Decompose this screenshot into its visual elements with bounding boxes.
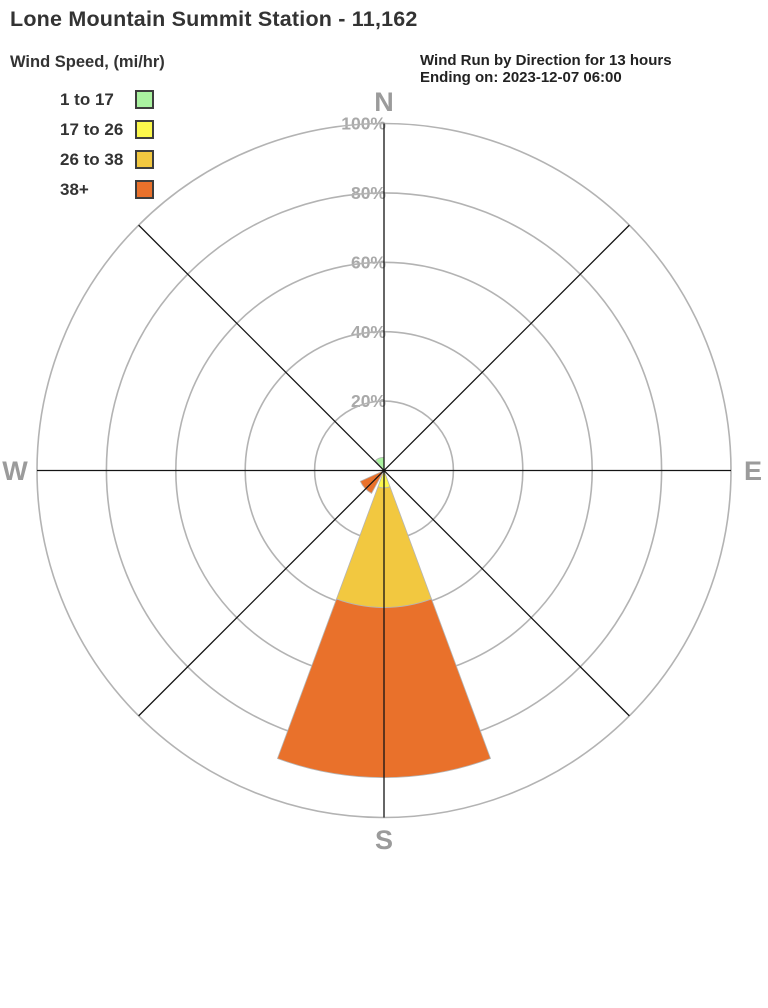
legend-label: 1 to 17	[60, 90, 114, 109]
legend-label: 26 to 38	[60, 150, 124, 169]
axis-line	[138, 224, 630, 717]
legend-swatch-icon	[135, 90, 154, 109]
radial-tick-label: 20%	[351, 391, 386, 411]
legend-swatch-icon	[135, 120, 154, 139]
compass-label-e: E	[744, 456, 762, 486]
chart-subtitle: Wind Run by Direction for 13 hours Endin…	[420, 52, 672, 86]
legend-label: 38+	[60, 180, 89, 199]
chart-subtitle-line1: Wind Run by Direction for 13 hours	[420, 52, 672, 69]
legend-label: 17 to 26	[60, 120, 124, 139]
legend-swatch-icon	[135, 180, 154, 199]
legend-item: 1 to 17	[60, 85, 240, 115]
wind-speed-legend: 1 to 17 17 to 26 26 to 38 38+	[60, 85, 240, 205]
compass-label-n: N	[374, 87, 394, 117]
compass-label-w: W	[2, 456, 28, 486]
legend-item: 38+	[60, 175, 240, 205]
page-title: Lone Mountain Summit Station - 11,162	[10, 7, 418, 31]
legend-item: 26 to 38	[60, 145, 240, 175]
legend-title: Wind Speed, (mi/hr)	[10, 53, 165, 71]
chart-subtitle-line2: Ending on: 2023-12-07 06:00	[420, 69, 622, 86]
legend-item: 17 to 26	[60, 115, 240, 145]
legend-swatch-icon	[135, 150, 154, 169]
compass-label-s: S	[375, 825, 393, 855]
